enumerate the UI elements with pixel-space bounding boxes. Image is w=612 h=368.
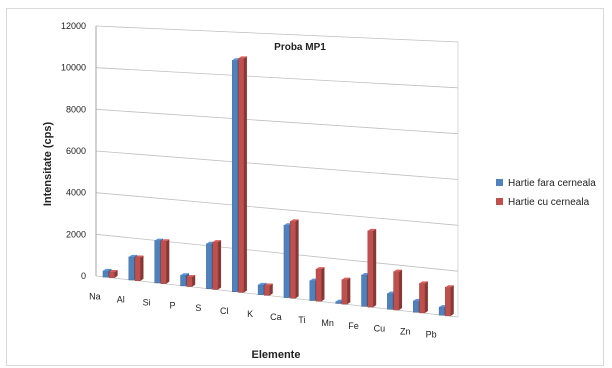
gridline-10000 [95, 67, 459, 89]
x-tick-ti: Ti [298, 315, 305, 325]
bar-ca-hartie-cu-cerneala [289, 219, 299, 299]
y-tick-4000: 4000 [66, 188, 86, 198]
x-tick-fe: Fe [348, 321, 359, 331]
bar-al-hartie-cu-cerneala [134, 255, 144, 281]
y-tick-6000: 6000 [66, 146, 86, 156]
y-tick-12000: 12000 [61, 21, 86, 31]
x-tick-labels: Na Al Si P S Cl K Ca Ti Mn Fe Cu Zn Pb [89, 291, 436, 339]
gridline-12000 [95, 25, 459, 43]
legend-swatch-hartie-fara-cerneala [496, 179, 503, 186]
bar-p-hartie-cu-cerneala [186, 274, 196, 287]
x-tick-cl: Cl [220, 306, 229, 316]
bars [102, 56, 454, 317]
x-tick-si: Si [143, 297, 151, 307]
bar-ti-hartie-cu-cerneala [315, 267, 325, 302]
y-tick-2000: 2000 [66, 229, 86, 239]
legend: Hartie fara cerneala Hartie cu cerneala [496, 178, 596, 208]
x-tick-pb: Pb [426, 330, 437, 340]
y-tick-10000: 10000 [61, 63, 86, 73]
chart-frame [6, 8, 604, 366]
gridline-2000 [95, 233, 459, 272]
bar-cu-hartie-cu-cerneala [393, 269, 403, 311]
bar-mn-hartie-cu-cerneala [341, 277, 351, 305]
y-tick-labels: 0 2000 4000 6000 8000 10000 12000 [61, 21, 86, 281]
x-tick-p: P [169, 300, 175, 310]
bar-cl-hartie-cu-cerneala [238, 56, 247, 293]
x-tick-zn: Zn [400, 327, 411, 337]
gridline-4000 [95, 192, 459, 226]
bar-zn-hartie-cu-cerneala [419, 281, 428, 314]
gridline-6000 [95, 150, 459, 180]
legend-label-hartie-cu-cerneala: Hartie cu cerneala [508, 197, 590, 208]
y-tick-8000: 8000 [66, 104, 86, 114]
x-tick-cu: Cu [374, 324, 386, 334]
y-tick-0: 0 [81, 271, 86, 281]
gridlines [95, 25, 459, 318]
x-tick-al: Al [117, 294, 125, 304]
gridline-8000 [95, 108, 459, 135]
bar-na-hartie-cu-cerneala [108, 269, 118, 278]
chart-title: Proba MP1 [274, 42, 326, 53]
bar-pb-hartie-cu-cerneala [445, 285, 454, 317]
x-tick-na: Na [89, 291, 101, 301]
legend-label-hartie-fara-cerneala: Hartie fara cerneala [508, 178, 596, 189]
x-tick-ca: Ca [270, 312, 282, 322]
bar-s-hartie-cu-cerneala [212, 240, 222, 290]
bar-si-hartie-cu-cerneala [160, 239, 170, 284]
y-axis-title: Intensitate (cps) [42, 121, 54, 206]
x-axis-title: Elemente [252, 349, 301, 361]
legend-swatch-hartie-cu-cerneala [496, 198, 503, 205]
x-tick-s: S [195, 303, 201, 313]
bar-fe-hartie-cu-cerneala [367, 228, 377, 308]
x-tick-mn: Mn [321, 318, 334, 328]
bar-k-hartie-cu-cerneala [264, 283, 273, 296]
x-tick-k: K [247, 309, 253, 319]
